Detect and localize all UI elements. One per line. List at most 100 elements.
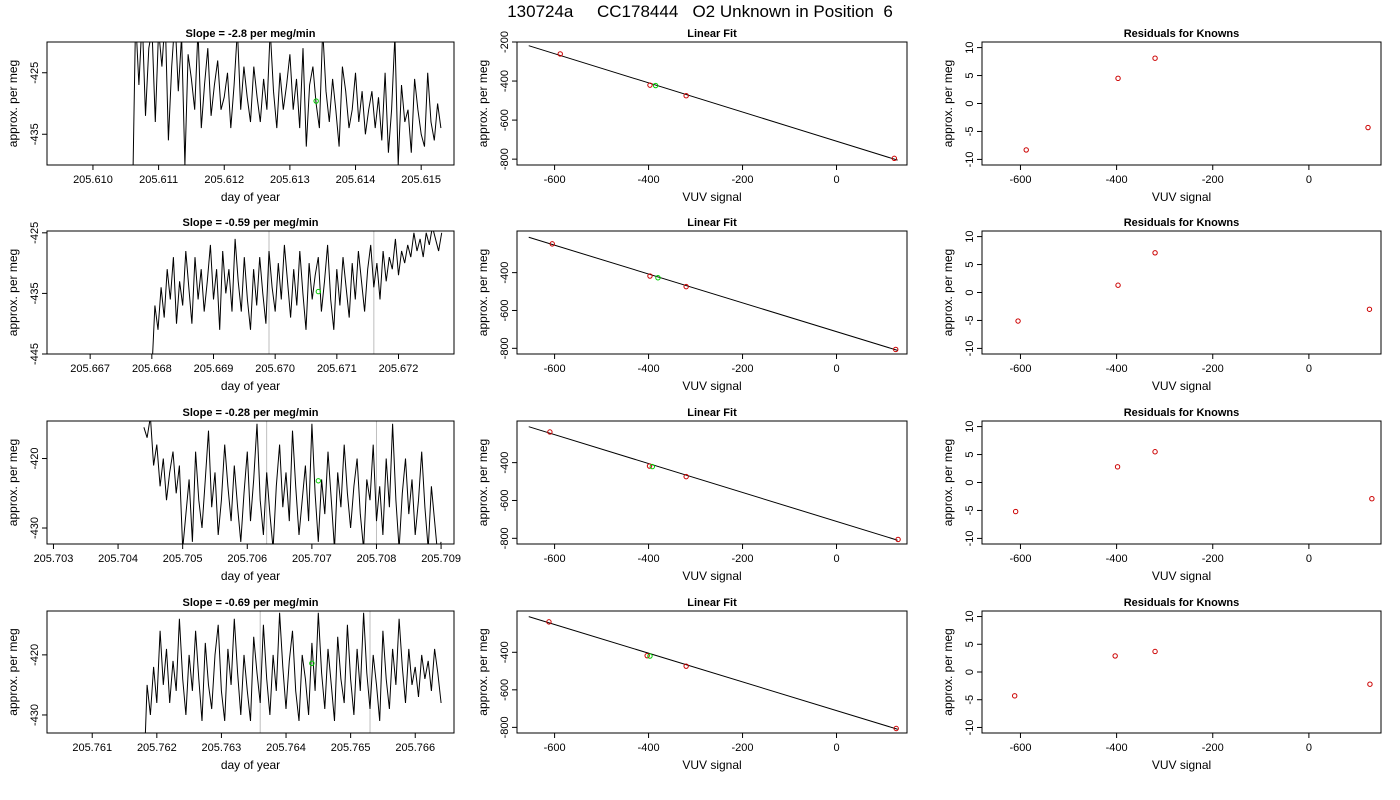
x-tick-label: 205.764 bbox=[266, 742, 306, 754]
panel-title: Slope = -0.28 per meg/min bbox=[182, 407, 318, 419]
y-tick-label: -600 bbox=[499, 679, 511, 701]
y-tick-label: -10 bbox=[964, 720, 976, 736]
x-tick-label: 205.670 bbox=[255, 363, 295, 375]
plot-frame bbox=[516, 610, 908, 734]
x-tick-label: -400 bbox=[638, 553, 660, 565]
unknown-point bbox=[315, 288, 322, 295]
y-tick-label: -10 bbox=[964, 151, 976, 167]
x-axis-label: day of year bbox=[221, 190, 280, 204]
y-tick-label: -200 bbox=[499, 31, 511, 53]
y-tick-label: 0 bbox=[964, 100, 976, 106]
x-tick-label: 205.667 bbox=[70, 363, 110, 375]
x-tick-label: -400 bbox=[1106, 363, 1128, 375]
x-tick-label: 205.761 bbox=[72, 742, 112, 754]
x-tick-label: -600 bbox=[544, 742, 566, 754]
known-point bbox=[1115, 282, 1121, 288]
x-tick-label: -400 bbox=[638, 363, 660, 375]
known-point bbox=[1114, 464, 1121, 470]
panel-1-3: Residuals for Knowns -600 -400 -200 0 10 5 0 -5 -… bbox=[941, 28, 1382, 204]
x-tick-label: 0 bbox=[833, 174, 839, 186]
plot-area bbox=[1015, 250, 1373, 324]
known-point bbox=[895, 536, 901, 543]
plot-area bbox=[1012, 449, 1375, 515]
panel-4-2: Linear Fit -600 -400 -200 0 -400 -600 -800 VUV s… bbox=[476, 597, 908, 772]
plot-frame bbox=[981, 230, 1382, 355]
y-tick-label: -800 bbox=[499, 148, 511, 170]
known-point bbox=[891, 155, 898, 162]
y-tick-label: 5 bbox=[964, 261, 976, 267]
x-tick-label: 205.614 bbox=[336, 174, 376, 186]
x-tick-label: 205.706 bbox=[227, 553, 267, 565]
panel-1-2: Linear Fit -600 -400 -200 0 -200 -400 -600 -800 V… bbox=[476, 28, 908, 204]
panel-title: Residuals for Knowns bbox=[1124, 407, 1240, 419]
x-axis-label: VUV signal bbox=[1152, 758, 1211, 772]
x-tick-label: -600 bbox=[544, 553, 566, 565]
x-tick-label: 0 bbox=[1306, 174, 1312, 186]
y-tick-label: -800 bbox=[499, 337, 511, 359]
x-tick-label: 205.671 bbox=[317, 363, 357, 375]
plot-area bbox=[132, 42, 442, 165]
x-tick-label: 0 bbox=[833, 742, 839, 754]
y-axis-label: approx. per meg bbox=[6, 249, 20, 336]
plot-area bbox=[152, 231, 443, 354]
x-axis-label: VUV signal bbox=[682, 569, 741, 583]
x-tick-label: -400 bbox=[1106, 553, 1128, 565]
y-tick-label: -5 bbox=[964, 506, 976, 516]
known-point bbox=[1011, 693, 1018, 699]
plot-area bbox=[1023, 55, 1371, 153]
panel-title: Residuals for Knowns bbox=[1124, 217, 1240, 229]
known-point bbox=[683, 92, 689, 99]
y-tick-label: -10 bbox=[964, 340, 976, 356]
x-tick-label: 205.708 bbox=[357, 553, 397, 565]
x-tick-label: 0 bbox=[1306, 553, 1312, 565]
x-tick-label: 0 bbox=[833, 553, 839, 565]
y-tick-label: -400 bbox=[499, 262, 511, 284]
plot-frame bbox=[981, 420, 1382, 545]
x-tick-label: -400 bbox=[638, 742, 660, 754]
known-point bbox=[1152, 648, 1158, 655]
x-tick-label: -600 bbox=[1009, 553, 1031, 565]
plot-area bbox=[528, 426, 901, 543]
y-tick-label: 0 bbox=[964, 479, 976, 485]
page-title: 130724a CC178444 O2 Unknown in Position … bbox=[507, 2, 893, 21]
y-tick-label: -800 bbox=[499, 716, 511, 738]
panel-3-1: Slope = -0.28 per meg/min 205.703 205.704 2… bbox=[6, 407, 461, 583]
y-tick-label: 0 bbox=[964, 669, 976, 675]
known-point bbox=[644, 652, 650, 659]
plot-frame bbox=[46, 230, 455, 355]
x-tick-label: 205.672 bbox=[379, 363, 419, 375]
panel-title: Residuals for Knowns bbox=[1124, 597, 1240, 609]
panel-title: Residuals for Knowns bbox=[1124, 28, 1240, 40]
y-tick-label: -800 bbox=[499, 527, 511, 549]
unknown-point bbox=[313, 98, 319, 104]
panel-title: Linear Fit bbox=[687, 217, 737, 229]
x-tick-label: -200 bbox=[1202, 363, 1224, 375]
series-line bbox=[152, 231, 443, 354]
x-tick-label: 205.765 bbox=[331, 742, 371, 754]
plot-area bbox=[1011, 648, 1373, 699]
y-tick-label: 10 bbox=[964, 610, 976, 622]
panel-3-3: Residuals for Knowns -600 -400 -200 0 10 5 0 -5 -… bbox=[941, 407, 1382, 583]
x-tick-label: 205.707 bbox=[292, 553, 332, 565]
x-tick-label: 205.704 bbox=[98, 553, 138, 565]
unknown-point bbox=[652, 82, 659, 89]
y-tick-label: -425 bbox=[29, 222, 41, 244]
x-axis-label: VUV signal bbox=[682, 758, 741, 772]
x-axis-label: VUV signal bbox=[682, 190, 741, 204]
x-tick-label: 205.703 bbox=[34, 553, 74, 565]
panel-title: Linear Fit bbox=[687, 597, 737, 609]
y-axis-label: approx. per meg bbox=[476, 60, 490, 147]
fit-line bbox=[528, 45, 898, 161]
panel-3-2: Linear Fit -600 -400 -200 0 -400 -600 -800 VUV s… bbox=[476, 407, 908, 583]
x-tick-label: -400 bbox=[1106, 742, 1128, 754]
known-point bbox=[1152, 449, 1158, 455]
x-tick-label: 0 bbox=[1306, 742, 1312, 754]
x-tick-label: 205.613 bbox=[270, 174, 310, 186]
y-axis-label: approx. per meg bbox=[6, 628, 20, 715]
x-tick-label: 205.611 bbox=[139, 174, 178, 186]
panel-title: Slope = -2.8 per meg/min bbox=[186, 28, 316, 40]
x-tick-label: -200 bbox=[1202, 742, 1224, 754]
plot-area bbox=[143, 421, 442, 544]
plot-area bbox=[528, 616, 899, 732]
